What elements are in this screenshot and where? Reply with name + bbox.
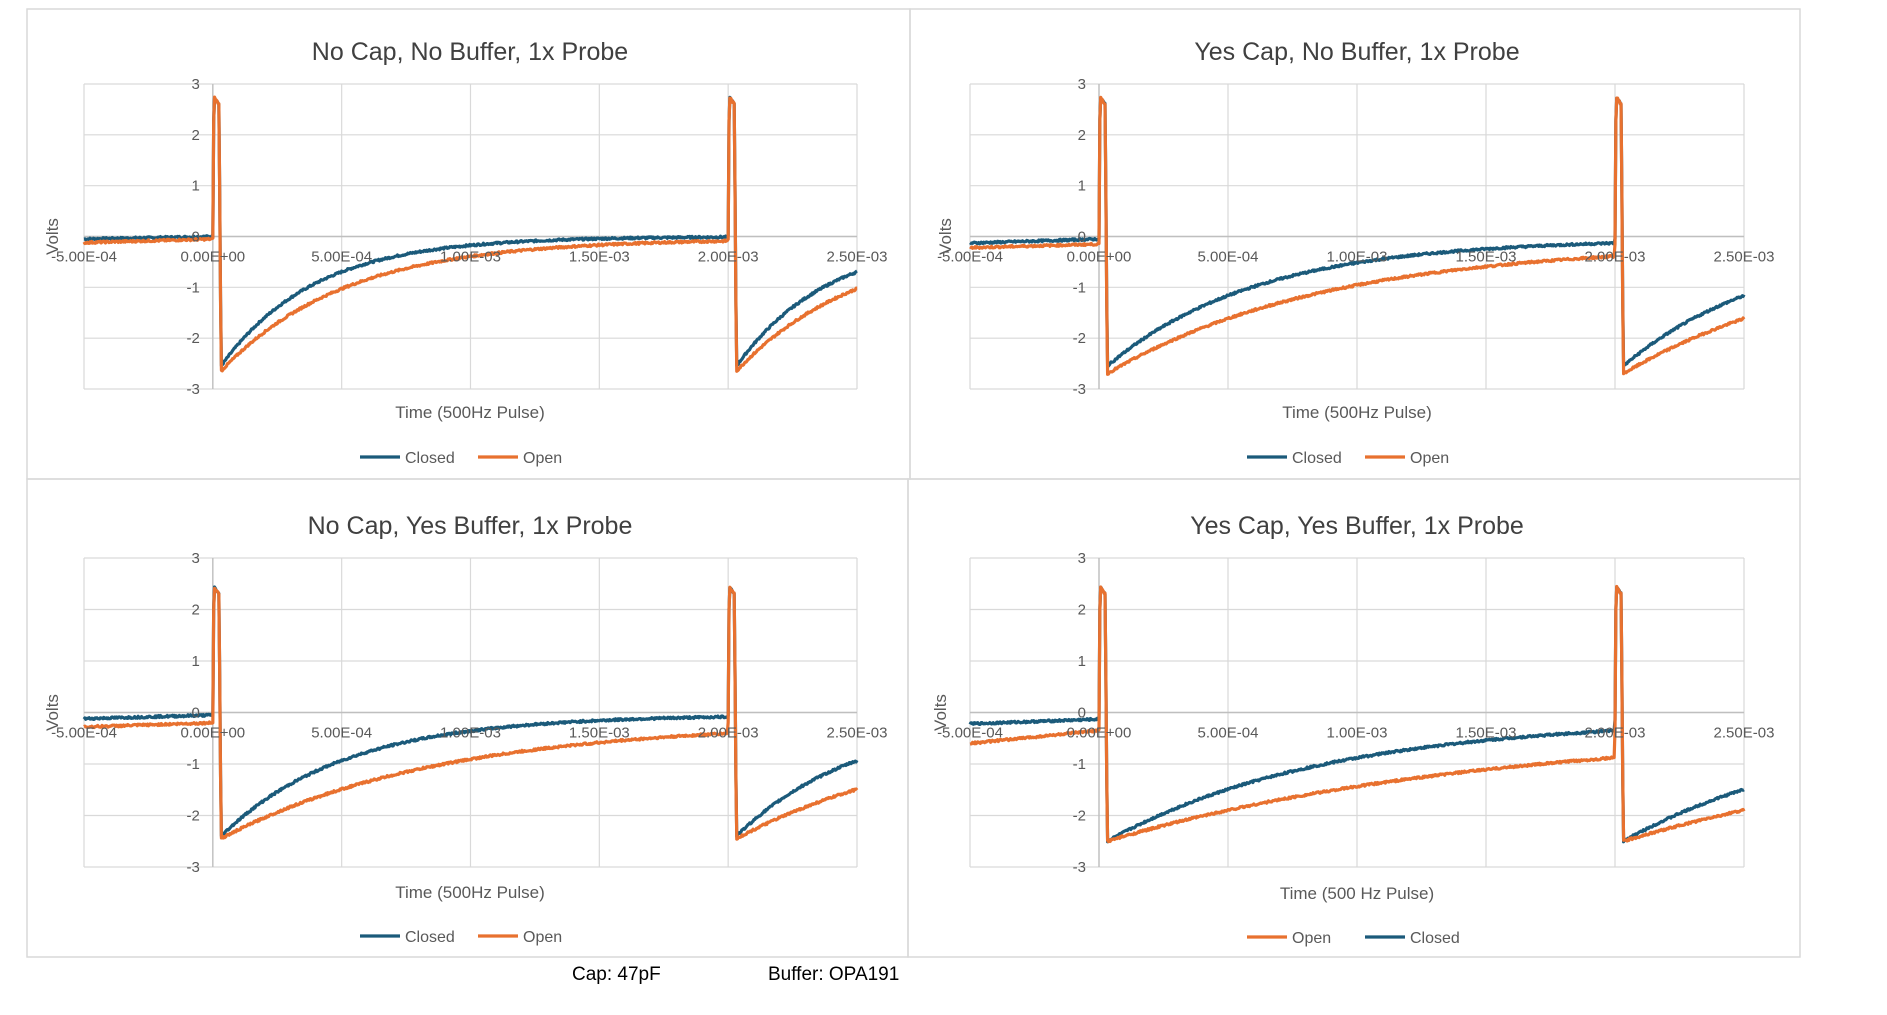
y-tick-label: 1 xyxy=(191,178,199,195)
y-tick-label: -3 xyxy=(1073,381,1086,398)
x-tick-label: 1.00E-03 xyxy=(1327,725,1388,742)
x-axis-title: Time (500Hz Pulse) xyxy=(395,403,545,422)
legend-label-open: Open xyxy=(523,450,562,467)
chart-title: Yes Cap, No Buffer, 1x Probe xyxy=(1194,38,1519,66)
legend-label-closed: Closed xyxy=(1292,450,1342,467)
x-tick-label: 2.00E-03 xyxy=(698,249,759,266)
y-tick-label: 2 xyxy=(1078,127,1086,144)
x-tick-label: 2.50E-03 xyxy=(827,249,888,266)
y-tick-label: -2 xyxy=(1073,808,1086,825)
x-tick-label: 5.00E-04 xyxy=(1198,249,1259,266)
y-tick-label: 2 xyxy=(191,602,199,619)
x-tick-label: 1.00E-03 xyxy=(440,249,501,266)
legend: Closed Open xyxy=(360,450,562,467)
panel-frames xyxy=(26,8,1801,958)
y-axis-title: Volts xyxy=(936,218,955,255)
x-tick-label: 0.00E+00 xyxy=(181,725,246,742)
x-tick-label: -5.00E-04 xyxy=(51,249,117,266)
x-tick-label: 1.50E-03 xyxy=(1456,725,1517,742)
y-tick-label: -1 xyxy=(186,756,199,773)
x-tick-label: 5.00E-04 xyxy=(1198,725,1259,742)
y-tick-label: 0 xyxy=(1078,705,1086,722)
legend-label-open: Open xyxy=(523,929,562,946)
y-tick-label: 1 xyxy=(1078,653,1086,670)
y-tick-label: -2 xyxy=(186,330,199,347)
x-tick-label: 5.00E-04 xyxy=(311,249,372,266)
y-tick-label: 0 xyxy=(1078,229,1086,246)
chart-3: No Cap, Yes Buffer, 1x Probe 3 2 1 0 -1 -2 -3 -5… xyxy=(43,512,887,946)
x-tick-label: 0.00E+00 xyxy=(1067,725,1132,742)
y-tick-label: 3 xyxy=(191,550,199,567)
y-tick-label: -3 xyxy=(186,859,199,876)
x-tick-label: -5.00E-04 xyxy=(51,725,117,742)
y-axis-title: Volts xyxy=(43,218,62,255)
x-tick-label: 1.50E-03 xyxy=(1456,249,1517,266)
y-tick-label: 2 xyxy=(1078,602,1086,619)
y-tick-label: -1 xyxy=(1073,756,1086,773)
y-tick-label: 0 xyxy=(191,229,199,246)
y-tick-label: 1 xyxy=(1078,178,1086,195)
series-line-open xyxy=(82,95,858,373)
y-axis-title: Volts xyxy=(43,694,62,731)
y-tick-label: -1 xyxy=(1073,279,1086,296)
x-tick-label: 1.00E-03 xyxy=(440,725,501,742)
y-tick-label: -2 xyxy=(186,808,199,825)
series-line-open xyxy=(969,584,1746,844)
x-tick-label: 1.00E-03 xyxy=(1327,249,1388,266)
x-tick-label: 1.50E-03 xyxy=(569,725,630,742)
x-tick-label: 2.50E-03 xyxy=(1714,725,1775,742)
x-tick-label: 0.00E+00 xyxy=(181,249,246,266)
cap-note: Cap: 47pF xyxy=(572,964,661,985)
x-tick-label: 2.00E-03 xyxy=(1585,725,1646,742)
legend-label-closed: Closed xyxy=(1410,930,1460,947)
x-axis-title: Time (500Hz Pulse) xyxy=(1282,403,1432,422)
buffer-note: Buffer: OPA191 xyxy=(768,964,900,985)
y-tick-label: -2 xyxy=(1073,330,1086,347)
chart-2: Yes Cap, No Buffer, 1x Probe 3 2 1 0 -1 -2 -3 -5… xyxy=(936,38,1774,467)
series-line-open xyxy=(83,585,859,841)
legend-label-closed: Closed xyxy=(405,450,455,467)
y-axis-title: Volts xyxy=(931,694,950,731)
y-tick-label: -1 xyxy=(186,279,199,296)
x-tick-label: 2.50E-03 xyxy=(827,725,888,742)
x-tick-label: 2.00E-03 xyxy=(698,725,759,742)
chart-title: Yes Cap, Yes Buffer, 1x Probe xyxy=(1190,512,1524,540)
y-tick-label: 1 xyxy=(191,653,199,670)
x-axis-title: Time (500Hz Pulse) xyxy=(395,883,545,902)
chart-1: No Cap, No Buffer, 1x Probe 3 2 1 0 -1 -2 -3 -5.… xyxy=(43,38,887,467)
y-tick-label: 3 xyxy=(1078,550,1086,567)
y-tick-label: -3 xyxy=(1073,859,1086,876)
x-tick-label: 0.00E+00 xyxy=(1067,249,1132,266)
legend: Closed Open xyxy=(360,929,562,946)
x-tick-label: -5.00E-04 xyxy=(937,249,1003,266)
chart-title: No Cap, Yes Buffer, 1x Probe xyxy=(308,512,633,540)
chart-title: No Cap, No Buffer, 1x Probe xyxy=(312,38,628,66)
legend-label-closed: Closed xyxy=(405,929,455,946)
y-tick-label: -3 xyxy=(186,381,199,398)
chart-4: Yes Cap, Yes Buffer, 1x Probe 3 2 1 0 -1 -2 -3 -… xyxy=(931,512,1774,947)
x-axis-title: Time (500 Hz Pulse) xyxy=(1280,884,1434,903)
x-tick-label: -5.00E-04 xyxy=(937,725,1003,742)
x-tick-label: 2.50E-03 xyxy=(1714,249,1775,266)
y-tick-label: 3 xyxy=(1078,76,1086,93)
y-tick-label: 3 xyxy=(191,76,199,93)
y-tick-label: 0 xyxy=(191,705,199,722)
panel-frame-4 xyxy=(907,478,1801,958)
legend-label-open: Open xyxy=(1292,930,1331,947)
x-tick-label: 2.00E-03 xyxy=(1585,249,1646,266)
x-tick-label: 5.00E-04 xyxy=(311,725,372,742)
legend-label-open: Open xyxy=(1410,450,1449,467)
legend: Closed Open xyxy=(1247,450,1449,467)
legend: Open Closed xyxy=(1247,930,1460,947)
x-tick-label: 1.50E-03 xyxy=(569,249,630,266)
y-tick-label: 2 xyxy=(191,127,199,144)
series-line-open xyxy=(969,95,1746,376)
